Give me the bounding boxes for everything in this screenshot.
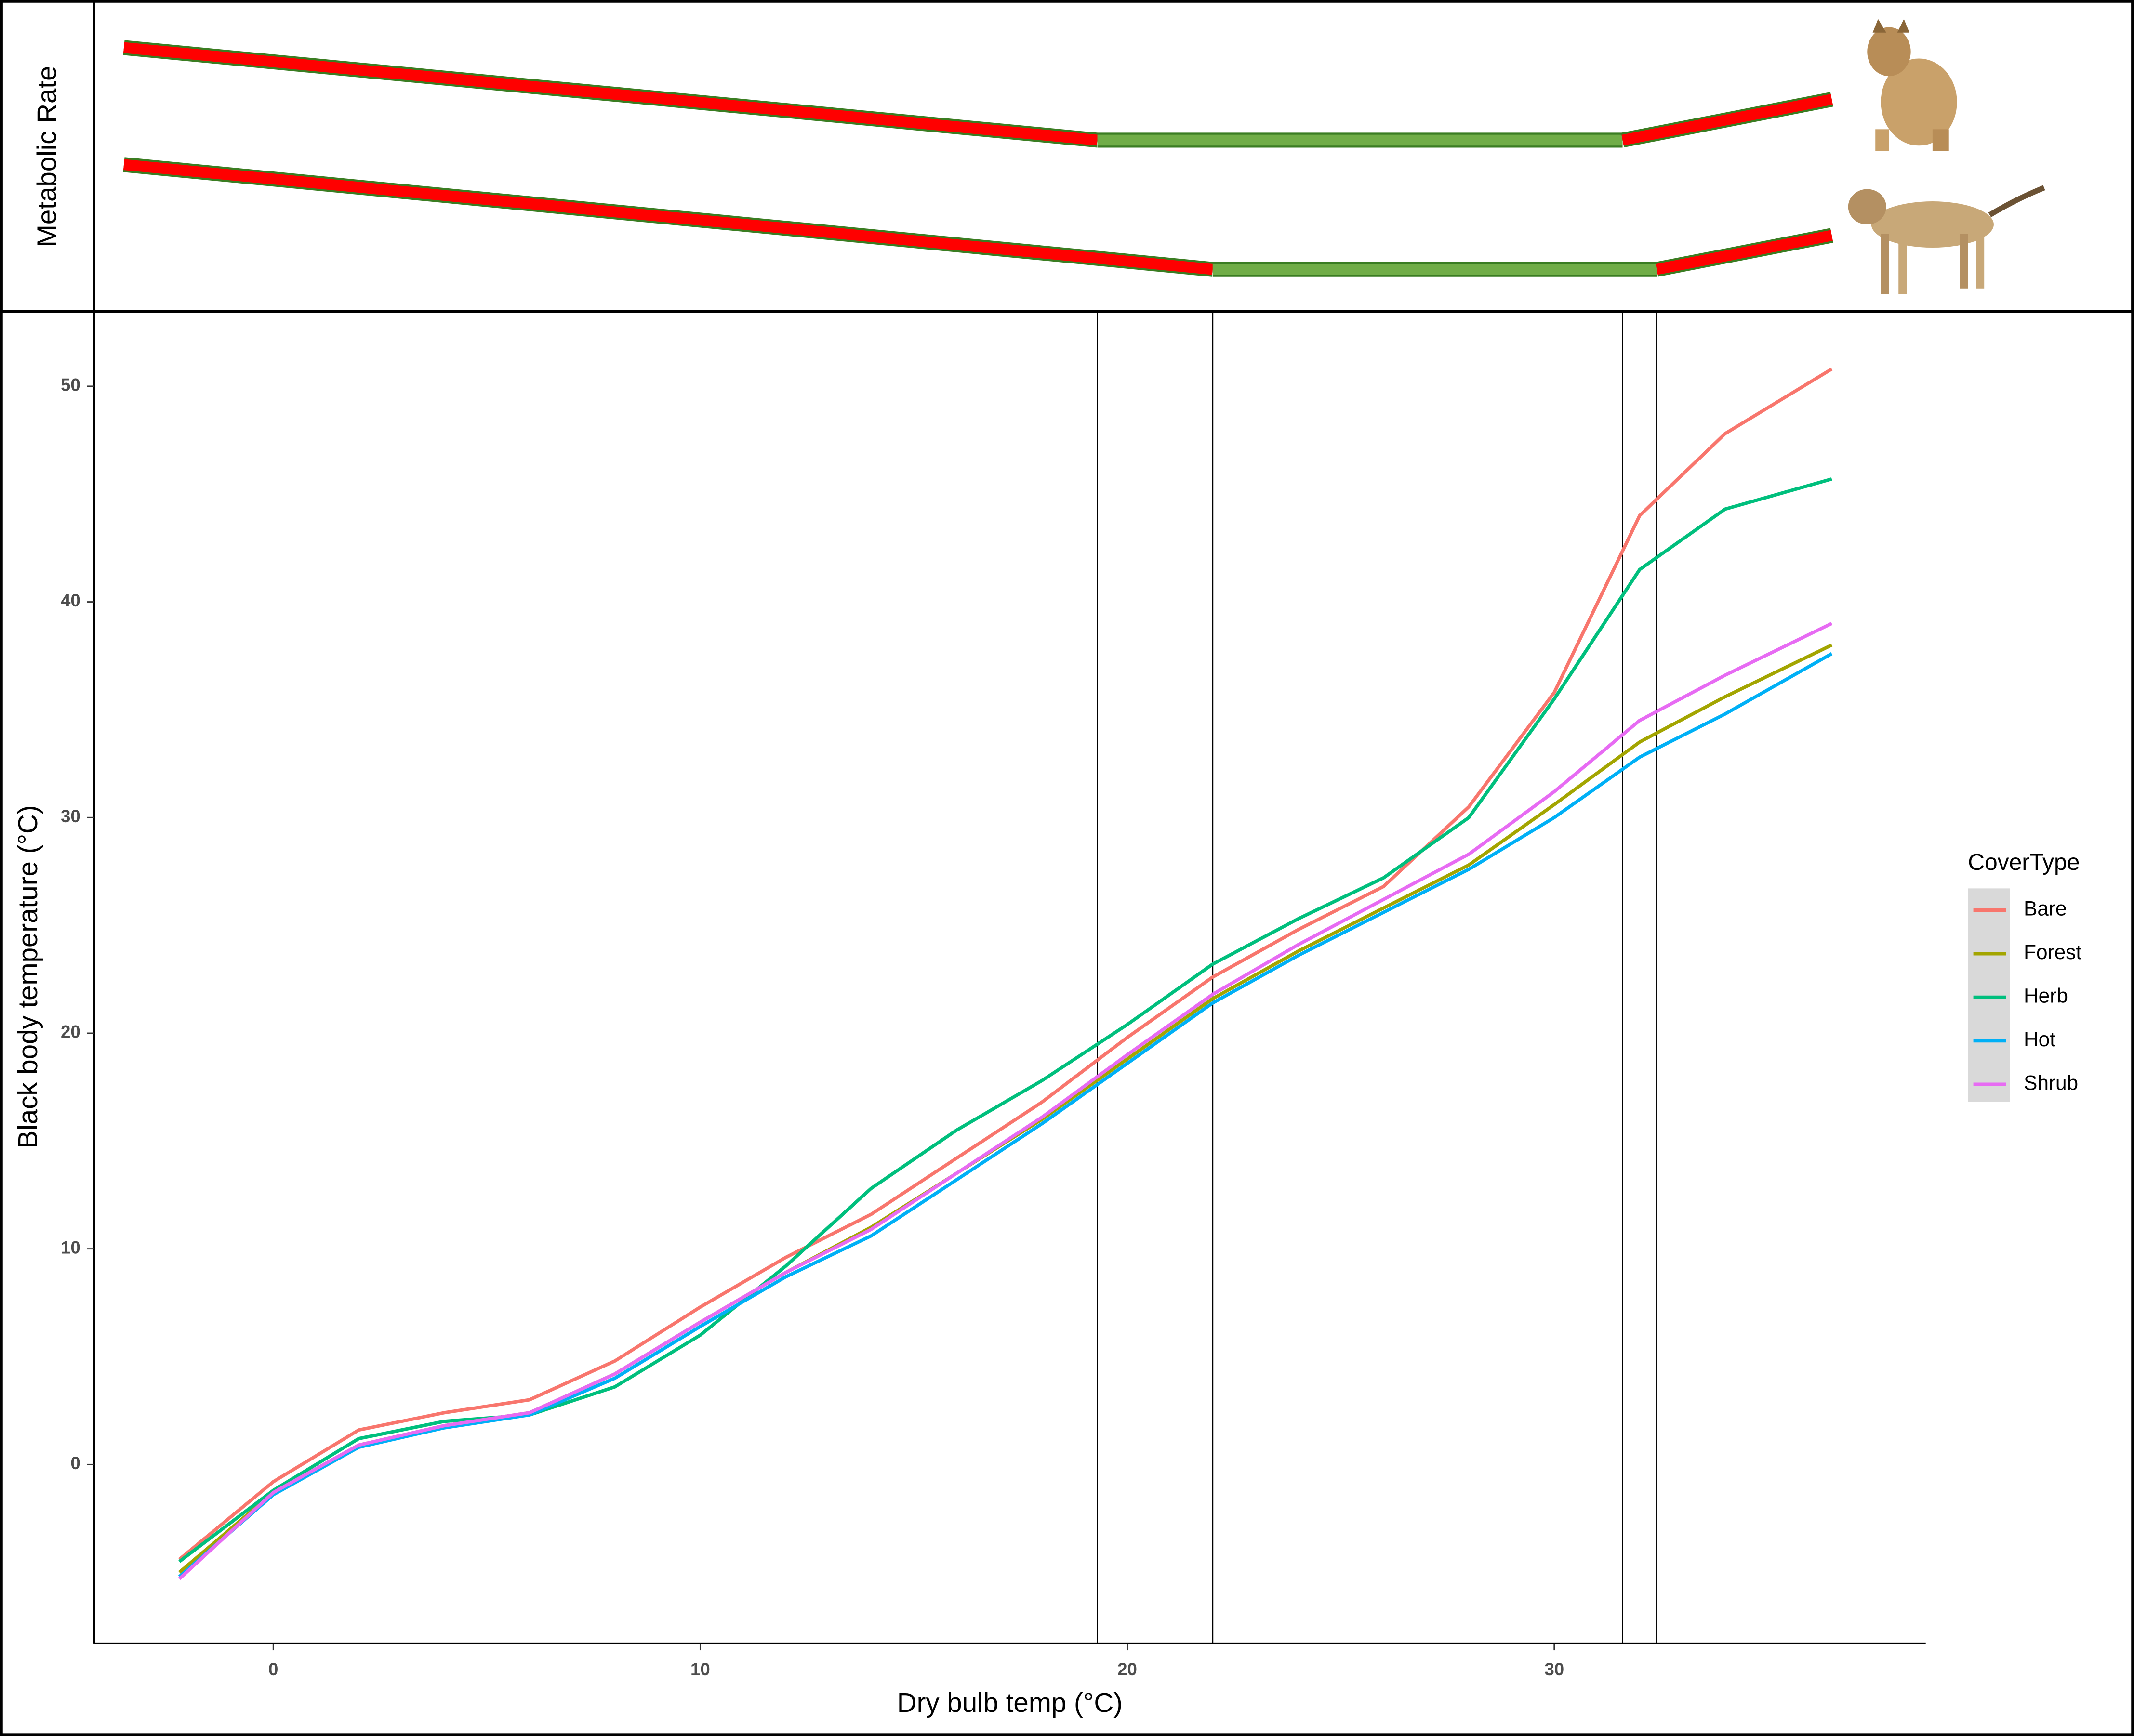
y-tick-label: 20 xyxy=(61,1022,80,1042)
data-line xyxy=(178,368,1833,1561)
legend-label: Shrub xyxy=(2024,1071,2078,1094)
data-line xyxy=(178,477,1832,1563)
metabolic-segment xyxy=(1621,94,1833,146)
data-line xyxy=(178,652,1833,1578)
x-axis-title: Dry bulb temp (°C) xyxy=(897,1687,1123,1718)
legend-label: Forest xyxy=(2024,941,2081,963)
x-tick-label: 20 xyxy=(1117,1659,1137,1679)
legend-label: Hot xyxy=(2024,1028,2055,1051)
legend-label: Herb xyxy=(2024,985,2068,1007)
y-tick-label: 0 xyxy=(70,1453,80,1473)
ocelot-image xyxy=(1848,185,2045,294)
metabolic-segment xyxy=(123,42,1098,146)
bobcat-image xyxy=(1867,19,1957,151)
y-tick-label: 30 xyxy=(61,806,80,826)
top-y-title: Metabolic Rate xyxy=(32,66,62,247)
metabolic-segment xyxy=(123,159,1213,275)
metabolic-segment xyxy=(1656,230,1833,275)
top-panel-border xyxy=(0,0,2134,313)
legend-title: CoverType xyxy=(1968,850,2080,875)
x-tick-label: 0 xyxy=(268,1659,278,1679)
y-tick-label: 50 xyxy=(61,375,80,395)
y-tick-label: 10 xyxy=(61,1237,80,1257)
y-axis-title: Black body temperature (°C) xyxy=(13,805,43,1148)
legend-key-background xyxy=(1968,888,2010,1102)
x-tick-label: 30 xyxy=(1544,1659,1564,1679)
data-line xyxy=(178,622,1833,1580)
legend-label: Bare xyxy=(2024,897,2067,920)
y-tick-label: 40 xyxy=(61,591,80,610)
x-tick-label: 10 xyxy=(690,1659,710,1679)
